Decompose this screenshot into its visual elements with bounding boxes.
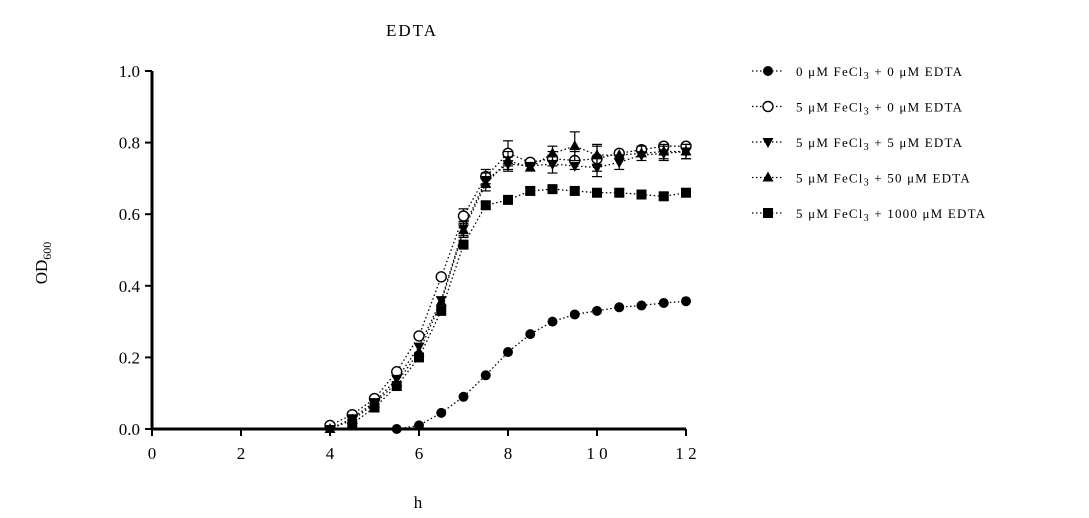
legend-marker xyxy=(762,100,774,113)
series-2 xyxy=(324,140,692,432)
legend-item: 5 μM FeCl3 + 1000 μM EDTA xyxy=(752,206,986,224)
series-line xyxy=(329,150,687,430)
data-point xyxy=(324,423,336,433)
data-point xyxy=(658,297,669,308)
data-point xyxy=(569,309,580,320)
data-point xyxy=(458,391,469,402)
series-line xyxy=(329,145,686,427)
data-point xyxy=(391,424,402,434)
data-point xyxy=(658,191,669,202)
y-tick-label: 0.6 xyxy=(119,205,140,224)
series-line xyxy=(351,188,687,425)
data-point xyxy=(592,187,602,198)
x-tick-label: 6 xyxy=(415,444,424,463)
data-point xyxy=(414,420,424,431)
x-tick-label: 2 xyxy=(237,444,246,463)
legend-marker xyxy=(763,66,773,76)
data-point xyxy=(480,200,491,211)
data-point xyxy=(569,185,580,196)
legend-item: 0 μM FeCl3 + 0 μM EDTA xyxy=(752,64,963,82)
data-point xyxy=(658,145,670,156)
legend-label: 0 μM FeCl3 + 0 μM EDTA xyxy=(796,64,963,82)
y-tick-label: 0.4 xyxy=(119,277,141,296)
axes: 0 2 4 6 8 1 0 1 2 0.0 0.2 0.4 0.6 0.8 1.0 xyxy=(119,62,697,463)
x-tick-label: 8 xyxy=(504,444,513,463)
data-point xyxy=(614,302,625,313)
data-point xyxy=(524,161,536,172)
data-point xyxy=(369,402,380,413)
legend-label: 5 μM FeCl3 + 5 μM EDTA xyxy=(796,135,963,153)
y-tick-label: 0.0 xyxy=(119,420,140,439)
data-point xyxy=(591,149,603,160)
data-point xyxy=(435,295,447,306)
data-point xyxy=(458,239,469,250)
data-point xyxy=(569,140,581,151)
data-point xyxy=(391,381,402,392)
data-point xyxy=(636,300,647,311)
data-point xyxy=(435,271,447,283)
y-tick-label: 0.8 xyxy=(119,134,140,153)
series-3 xyxy=(324,143,692,435)
x-tick-label: 1 0 xyxy=(586,444,607,463)
data-point xyxy=(613,158,625,169)
legend-marker xyxy=(762,171,774,182)
data-point xyxy=(436,305,447,316)
series-4 xyxy=(324,131,692,433)
y-axis-label: OD600 xyxy=(32,242,54,285)
data-point xyxy=(681,187,691,198)
data-point xyxy=(525,329,536,340)
legend-label: 5 μM FeCl3 + 1000 μM EDTA xyxy=(796,206,986,224)
data-point xyxy=(547,160,558,171)
legend-label: 5 μM FeCl3 + 0 μM EDTA xyxy=(796,100,963,118)
plot-area xyxy=(324,131,692,435)
data-point xyxy=(547,184,558,195)
y-axis-label-sub: 600 xyxy=(40,242,54,260)
x-axis-label: h xyxy=(414,493,423,512)
y-tick-label: 0.2 xyxy=(119,348,140,367)
chart-title: EDTA xyxy=(386,21,438,40)
legend-item: 5 μM FeCl3 + 0 μM EDTA xyxy=(752,100,963,118)
data-point xyxy=(480,370,491,381)
legend-label: 5 μM FeCl3 + 50 μM EDTA xyxy=(796,171,971,189)
data-point xyxy=(413,330,425,342)
data-point xyxy=(480,177,492,188)
y-axis-label-main: OD xyxy=(32,260,51,285)
data-point xyxy=(547,147,558,158)
data-point xyxy=(458,224,469,235)
data-point xyxy=(547,316,558,327)
data-point xyxy=(503,347,513,358)
legend-item: 5 μM FeCl3 + 50 μM EDTA xyxy=(752,171,971,189)
legend-marker xyxy=(762,138,774,148)
data-point xyxy=(569,161,581,172)
data-point xyxy=(592,305,602,316)
data-point xyxy=(436,407,447,418)
series-5 xyxy=(347,184,691,429)
x-tick-label: 0 xyxy=(148,444,157,463)
data-point xyxy=(347,418,358,429)
data-point xyxy=(414,352,424,363)
data-point xyxy=(614,187,625,198)
series-1 xyxy=(391,296,691,434)
legend-item: 5 μM FeCl3 + 5 μM EDTA xyxy=(752,135,963,153)
data-point xyxy=(503,194,513,205)
x-tick-label: 1 2 xyxy=(675,444,696,463)
data-point xyxy=(636,189,647,200)
data-point xyxy=(457,210,470,222)
legend-marker xyxy=(763,208,773,218)
data-point xyxy=(680,145,692,156)
data-point xyxy=(636,147,647,158)
x-tick-label: 4 xyxy=(326,444,335,463)
legend: 0 μM FeCl3 + 0 μM EDTA 5 μM FeCl3 + 0 μM … xyxy=(752,64,986,224)
data-point xyxy=(525,185,536,196)
y-tick-label: 1.0 xyxy=(119,62,140,81)
series-line xyxy=(329,145,686,430)
data-point xyxy=(681,296,691,307)
data-point xyxy=(613,149,625,160)
data-point xyxy=(502,154,514,165)
